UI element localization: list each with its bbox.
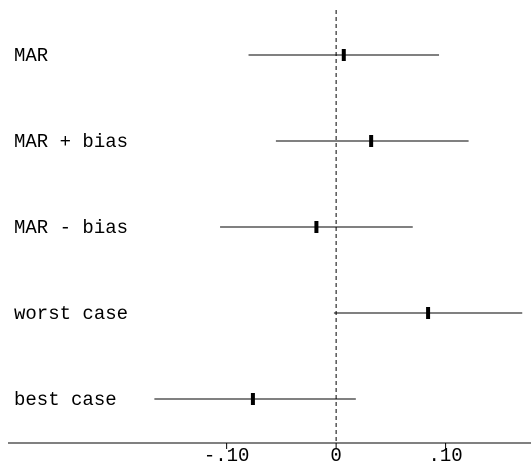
forest-row: worst case [14,303,523,325]
point-estimate-marker [369,135,374,147]
point-estimate-marker [426,307,431,319]
forest-row: MAR + bias [14,131,469,153]
row-label: MAR - bias [14,217,128,239]
forest-row: best case [14,389,356,411]
row-label: MAR + bias [14,131,128,153]
row-label: MAR [14,45,48,67]
row-label: best case [14,389,117,411]
point-estimate-marker [250,393,255,405]
forest-row: MAR [14,45,440,67]
x-tick-label: 0 [330,445,341,462]
x-tick-label: .10 [428,445,462,462]
x-tick-label: -.10 [204,445,250,462]
point-estimate-marker [341,49,346,61]
forest-row: MAR - bias [14,217,413,239]
x-axis-ticks: -.10 0 .10 [204,443,463,462]
row-label: worst case [14,303,128,325]
point-estimate-marker [314,221,319,233]
forest-rows: MAR MAR + bias MAR - bias worst case best ca… [14,45,523,411]
